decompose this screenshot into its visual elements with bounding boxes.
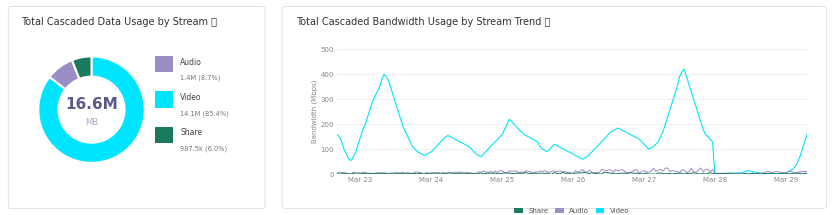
Text: 987.5k (6.0%): 987.5k (6.0%) — [181, 146, 227, 152]
Text: MB: MB — [85, 118, 98, 127]
Text: Total Cascaded Bandwidth Usage by Stream Trend ⓘ: Total Cascaded Bandwidth Usage by Stream… — [295, 17, 550, 27]
Bar — [155, 127, 172, 143]
Wedge shape — [50, 60, 79, 89]
FancyBboxPatch shape — [8, 6, 265, 209]
Text: 1.4M (8.7%): 1.4M (8.7%) — [181, 75, 220, 81]
Text: Video: Video — [181, 93, 201, 102]
Text: 14.1M (85.4%): 14.1M (85.4%) — [181, 110, 229, 117]
Wedge shape — [72, 56, 92, 79]
Legend: Share, Audio, Video: Share, Audio, Video — [512, 205, 632, 215]
Bar — [155, 91, 172, 108]
Y-axis label: Bandwidth (Mbps): Bandwidth (Mbps) — [311, 80, 318, 143]
FancyBboxPatch shape — [282, 6, 826, 209]
Wedge shape — [38, 56, 145, 163]
Text: Audio: Audio — [181, 58, 202, 66]
Text: Total Cascaded Data Usage by Stream ⓘ: Total Cascaded Data Usage by Stream ⓘ — [21, 17, 217, 27]
Bar — [155, 56, 172, 72]
Text: 16.6M: 16.6M — [65, 97, 118, 112]
Text: Share: Share — [181, 128, 202, 137]
